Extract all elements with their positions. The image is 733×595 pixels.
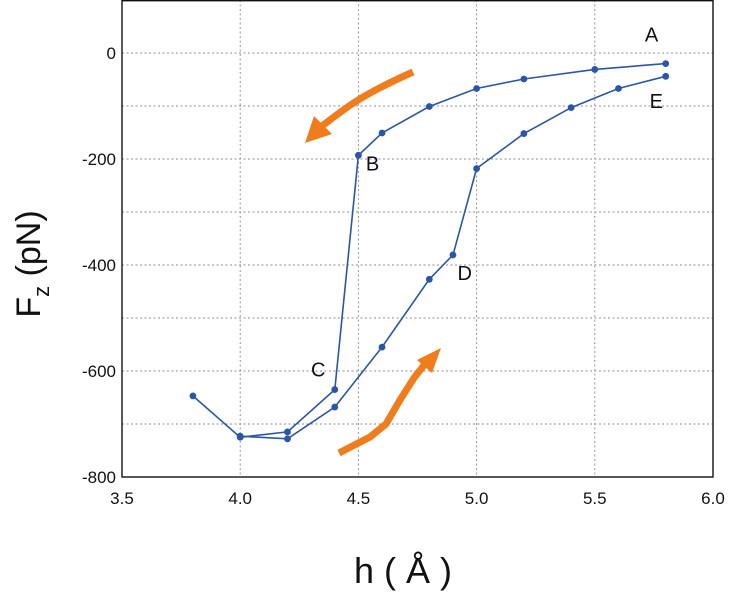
data-point — [189, 392, 197, 400]
data-point — [520, 75, 528, 83]
data-point — [615, 85, 622, 92]
data-point — [378, 343, 386, 351]
plot-frame — [121, 0, 714, 478]
y-tick-label: -600 — [82, 362, 116, 381]
data-point — [236, 432, 244, 440]
y-tick-labels: 0 -200 -400 -600 -800 — [82, 44, 116, 487]
data-point — [331, 386, 339, 393]
y-axis-title: Fz (pN) — [10, 210, 54, 317]
annotation-label-e: E — [650, 91, 663, 113]
retract-arrow-shaft — [319, 68, 415, 129]
approach-arrow-shaft — [337, 361, 428, 457]
y-axis-title-subscript: z — [29, 286, 54, 297]
point-annotations: A B C D E — [311, 24, 663, 381]
data-point — [425, 275, 433, 283]
data-point — [378, 129, 386, 137]
y-tick-label: 0 — [107, 44, 116, 63]
data-point — [355, 151, 362, 159]
series-line-1 — [192, 62, 666, 439]
x-tick-labels: 3.5 4.0 4.5 5.0 5.5 6.0 — [110, 489, 725, 508]
annotation-label-c: C — [311, 359, 325, 381]
data-point — [473, 165, 480, 172]
y-tick-label: -200 — [82, 150, 116, 169]
data-point — [520, 130, 528, 137]
data-point — [591, 66, 599, 73]
y-axis-title-unit: (pN) — [10, 210, 48, 286]
x-axis-title: h ( Å ) — [354, 550, 452, 591]
x-tick-label: 5.0 — [465, 489, 489, 508]
data-point — [662, 72, 670, 80]
annotation-label-b: B — [366, 154, 379, 176]
data-point — [473, 85, 480, 92]
y-tick-label: -400 — [82, 256, 116, 275]
y-axis-title-symbol: F — [10, 297, 48, 318]
x-tick-label: 4.5 — [347, 489, 371, 508]
data-point — [662, 60, 670, 67]
data-point — [567, 104, 575, 111]
data-point — [284, 428, 291, 436]
annotation-label-d: D — [458, 263, 472, 285]
data-point — [284, 435, 291, 443]
y-tick-label: -800 — [82, 468, 116, 487]
retract-arrow-head — [305, 116, 332, 143]
data-point — [449, 251, 457, 259]
series-group — [189, 60, 670, 443]
x-tick-label: 4.0 — [228, 489, 252, 508]
x-tick-label: 3.5 — [110, 489, 134, 508]
approach-arrow-head — [417, 348, 441, 373]
x-tick-label: 6.0 — [701, 489, 725, 508]
data-point — [331, 403, 339, 411]
grid — [122, 0, 713, 477]
data-point — [425, 103, 433, 110]
annotation-label-a: A — [645, 24, 659, 46]
x-tick-label: 5.5 — [583, 489, 607, 508]
direction-arrows — [305, 68, 441, 457]
